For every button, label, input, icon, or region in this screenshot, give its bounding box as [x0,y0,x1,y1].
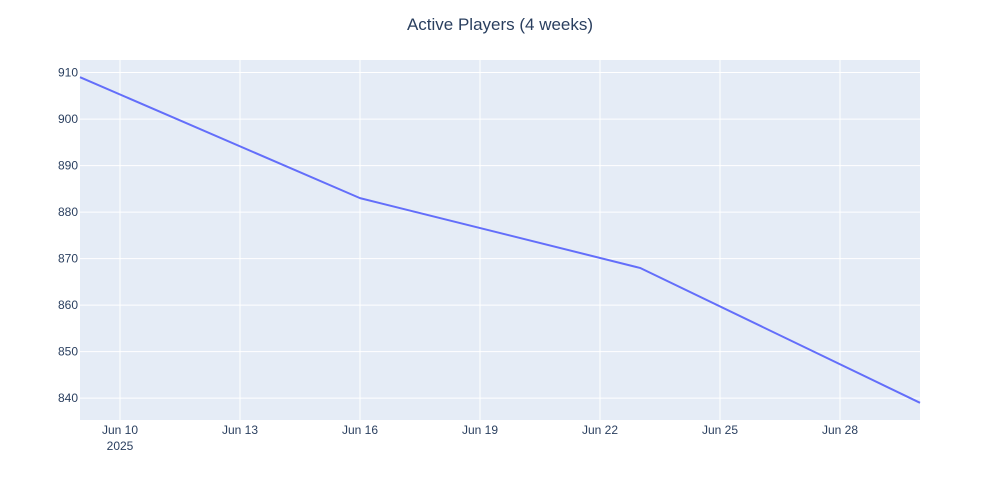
gridlines [80,60,920,420]
x-tick-label: Jun 28 [822,423,858,437]
x-tick-label: Jun 16 [342,423,378,437]
y-tick-label: 850 [58,345,78,359]
y-tick-label: 860 [58,298,78,312]
x-tick-label: Jun 22 [582,423,618,437]
x-tick-label: Jun 10 [102,423,138,437]
series-line [79,76,921,404]
x-axis: Jun 10 2025 Jun 13 Jun 16 Jun 19 Jun 22 Jun 25… [102,423,858,453]
y-tick-label: 900 [58,112,78,126]
y-tick-label: 890 [58,159,78,173]
x-tick-label: Jun 25 [702,423,738,437]
y-tick-label: 910 [58,66,78,80]
data-point [917,400,923,406]
data-point [357,195,363,201]
data-point [637,265,643,271]
y-axis: 840 850 860 870 880 890 900 910 [58,66,78,406]
x-tick-label: Jun 19 [462,423,498,437]
chart-title: Active Players (4 weeks) [407,15,593,34]
x-year-label: 2025 [107,439,134,453]
y-tick-label: 870 [58,252,78,266]
plot-area [80,60,920,420]
series-layer [79,76,923,406]
y-tick-label: 880 [58,205,78,219]
x-tick-label: Jun 13 [222,423,258,437]
y-tick-label: 840 [58,391,78,405]
